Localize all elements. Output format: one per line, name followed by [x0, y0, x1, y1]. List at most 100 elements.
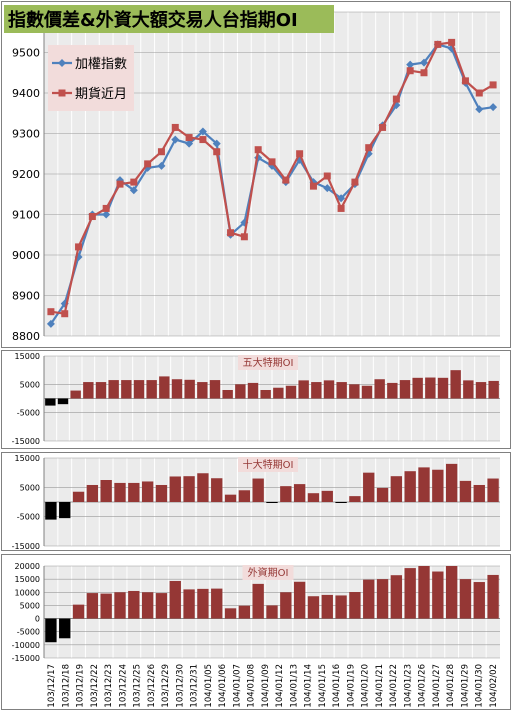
bar: [141, 481, 154, 502]
bar: [311, 382, 322, 399]
data-point: [116, 180, 124, 188]
y-tick-label: -15000: [12, 654, 40, 663]
y-tick-label: -5000: [17, 513, 40, 522]
bar: [307, 493, 320, 502]
data-point: [406, 60, 415, 69]
x-tick-label: 104/01/20: [361, 664, 371, 708]
data-point: [88, 213, 96, 221]
bar: [387, 382, 398, 399]
data-point: [475, 89, 483, 97]
y-tick-label: 9000: [12, 249, 40, 262]
y-tick-label: 15000: [15, 454, 40, 463]
data-point: [47, 308, 55, 316]
bar: [349, 592, 361, 619]
data-point: [171, 123, 179, 131]
bar: [390, 575, 403, 619]
bar: [83, 382, 94, 399]
bar: [86, 484, 99, 502]
bar: [211, 478, 223, 502]
y-tick-label: 5000: [20, 380, 40, 389]
bar: [266, 605, 278, 619]
data-point: [61, 310, 69, 318]
data-point: [157, 148, 165, 156]
bar: [298, 380, 309, 399]
x-tick-label: 104/01/30: [475, 664, 485, 708]
bar: [197, 588, 209, 619]
bar: [321, 594, 333, 619]
data-point: [392, 95, 400, 103]
x-tick-label: 104/01/23: [403, 664, 413, 708]
data-point: [379, 123, 387, 131]
bar: [459, 480, 472, 502]
bar: [463, 380, 474, 399]
bar: [473, 484, 485, 502]
x-tick-label: 103/12/17: [47, 664, 57, 708]
data-point: [448, 38, 456, 46]
bar: [128, 590, 140, 619]
data-point: [323, 184, 332, 193]
bar: [285, 385, 297, 399]
bar: [445, 463, 458, 502]
date-axis: 103/12/17 103/12/18 103/12/19 103/12/22 103/…: [47, 664, 499, 708]
data-point: [144, 160, 152, 168]
x-tick-label: 104/01/29: [460, 664, 470, 708]
data-point: [365, 144, 373, 152]
data-point: [171, 135, 180, 144]
x-tick-label: 103/12/30: [175, 664, 185, 708]
subtitle-box: [238, 457, 298, 472]
x-tick-label: 104/01/28: [446, 664, 456, 708]
bar: [57, 398, 69, 405]
bar: [399, 380, 411, 399]
bar: [222, 390, 233, 399]
x-tick-label: 104/01/19: [346, 664, 356, 708]
bar: [114, 592, 126, 619]
bar: [86, 593, 99, 619]
bar: [70, 390, 81, 399]
data-point: [420, 58, 428, 67]
data-point: [213, 148, 221, 156]
data-point: [489, 103, 498, 112]
bar: [473, 582, 485, 619]
bar: [247, 382, 259, 399]
x-tick-label: 104/01/07: [232, 664, 242, 708]
bar: [321, 490, 333, 502]
bar-chart-top5: -15000 -5000 5000 15000 五大特期OI: [12, 352, 500, 446]
x-tick-label: 104/01/08: [247, 664, 257, 708]
data-point: [323, 172, 331, 180]
bar: [169, 476, 181, 502]
y-tick-label: 9200: [12, 168, 40, 181]
bar: [488, 380, 499, 399]
legend-label: 加權指數: [75, 57, 127, 72]
y-tick-label: -5000: [17, 409, 40, 418]
bar: [183, 476, 195, 502]
y-tick-label: 9100: [12, 209, 40, 222]
x-tick-label: 103/12/19: [76, 664, 86, 708]
bar: [266, 502, 278, 503]
y-tick-label: 5000: [20, 601, 40, 610]
x-tick-label: 103/12/25: [133, 664, 143, 708]
bar: [141, 592, 154, 619]
bar: [224, 494, 237, 502]
subtitle-box: [238, 355, 298, 370]
data-point: [489, 81, 497, 89]
x-tick-label: 104/01/09: [261, 664, 271, 708]
legend-marker: [58, 89, 66, 97]
data-point: [461, 77, 469, 85]
bar: [307, 596, 320, 619]
legend-label: 期貨近月: [75, 86, 127, 102]
data-point: [130, 178, 138, 186]
bar: [432, 469, 444, 502]
data-point: [240, 233, 248, 241]
bar: [252, 583, 264, 619]
bar: [72, 491, 85, 502]
bar: [404, 568, 416, 619]
x-tick-label: 104/01/12: [275, 664, 285, 708]
y-tick-label: 5000: [20, 483, 40, 492]
x-tick-label: 103/12/18: [61, 664, 71, 708]
legend-box: [48, 45, 134, 111]
x-tick-label: 104/01/22: [389, 664, 399, 708]
bar: [72, 604, 85, 619]
bar: [95, 382, 107, 399]
bar: [209, 380, 221, 399]
bar: [361, 385, 373, 399]
